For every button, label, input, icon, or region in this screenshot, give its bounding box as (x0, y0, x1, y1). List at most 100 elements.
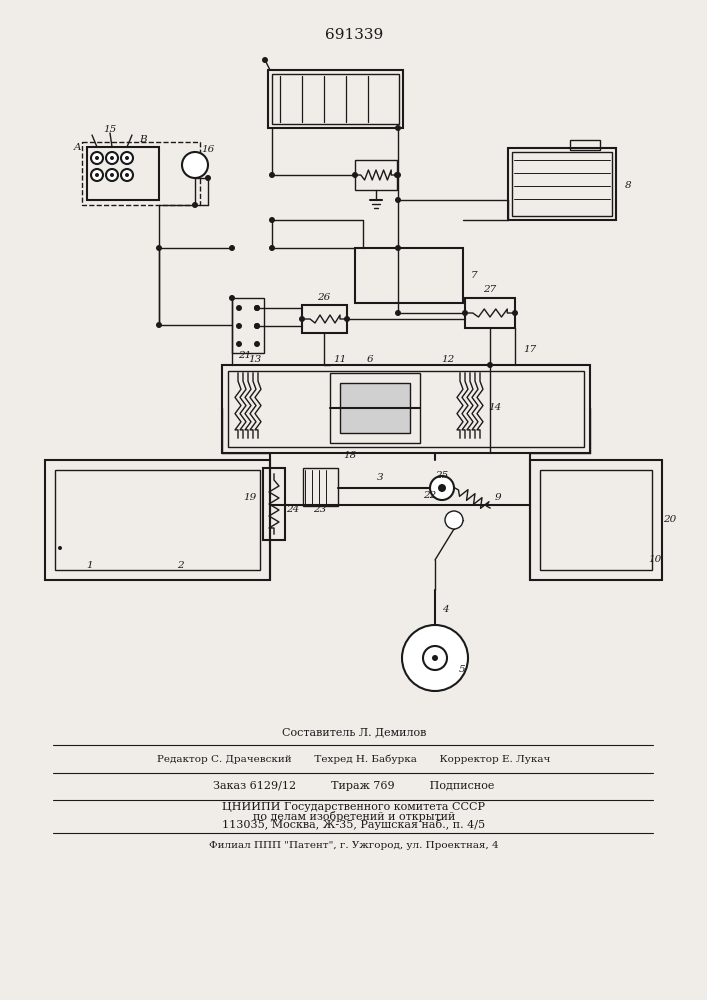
Text: B: B (139, 135, 147, 144)
Circle shape (156, 322, 162, 328)
Circle shape (299, 316, 305, 322)
Circle shape (432, 655, 438, 661)
Text: 20: 20 (663, 516, 677, 524)
Text: 22: 22 (423, 490, 437, 499)
Circle shape (423, 646, 447, 670)
Circle shape (269, 172, 275, 178)
Circle shape (106, 169, 118, 181)
Bar (222, 365, 590, 453)
Circle shape (58, 546, 62, 550)
Bar (570, 140, 600, 150)
Circle shape (229, 245, 235, 251)
Text: 23: 23 (313, 506, 327, 514)
Text: 27: 27 (484, 286, 496, 294)
Bar (82, 142, 200, 205)
Circle shape (91, 152, 103, 164)
Circle shape (254, 305, 260, 311)
Circle shape (395, 125, 401, 131)
Text: 10: 10 (648, 556, 662, 564)
Circle shape (106, 152, 118, 164)
Circle shape (95, 173, 99, 177)
Circle shape (402, 625, 468, 691)
Text: по делам изобретений и открытий: по делам изобретений и открытий (253, 812, 455, 822)
Circle shape (269, 217, 275, 223)
Circle shape (236, 341, 242, 347)
Text: 14: 14 (489, 403, 502, 412)
Text: 19: 19 (243, 493, 257, 502)
Circle shape (487, 362, 493, 368)
Text: A: A (74, 143, 82, 152)
Bar (228, 371, 584, 447)
Bar (272, 74, 399, 124)
Bar (465, 298, 515, 328)
Circle shape (445, 511, 463, 529)
Circle shape (254, 323, 260, 329)
Text: Филиал ППП "Патент", г. Ужгород, ул. Проектная, 4: Филиал ППП "Патент", г. Ужгород, ул. Про… (209, 840, 499, 850)
Text: 7: 7 (471, 270, 477, 279)
Text: 13: 13 (248, 356, 262, 364)
Circle shape (394, 172, 400, 178)
Text: 4: 4 (442, 605, 448, 614)
Circle shape (262, 57, 268, 63)
Text: 113035, Москва, Ж-35, Раушская наб., п. 4/5: 113035, Москва, Ж-35, Раушская наб., п. … (223, 820, 486, 830)
Circle shape (254, 341, 260, 347)
Circle shape (344, 316, 350, 322)
Text: 1: 1 (87, 560, 93, 570)
Circle shape (156, 245, 162, 251)
Text: Составитель Л. Демилов: Составитель Л. Демилов (282, 727, 426, 737)
Text: 24: 24 (286, 506, 300, 514)
Text: 9: 9 (495, 493, 501, 502)
Text: 18: 18 (344, 450, 356, 460)
Circle shape (462, 310, 468, 316)
Circle shape (512, 310, 518, 316)
Bar (303, 468, 338, 506)
Text: 5: 5 (459, 666, 465, 674)
Bar (302, 305, 347, 333)
Circle shape (192, 202, 198, 208)
Text: 26: 26 (317, 292, 331, 302)
Circle shape (352, 172, 358, 178)
Circle shape (395, 245, 401, 251)
Text: 8: 8 (625, 180, 631, 190)
Bar (268, 70, 403, 128)
Text: Редактор С. Драчевский       Техред Н. Бабурка       Корректор Е. Лукач: Редактор С. Драчевский Техред Н. Бабурка… (158, 754, 551, 764)
Circle shape (236, 305, 242, 311)
Circle shape (395, 310, 401, 316)
Bar (512, 152, 612, 216)
Text: 25: 25 (436, 471, 449, 480)
Bar (340, 383, 410, 433)
Bar (232, 298, 264, 353)
Circle shape (254, 323, 260, 329)
Text: 3: 3 (377, 474, 383, 483)
Circle shape (91, 169, 103, 181)
Circle shape (110, 156, 114, 160)
Text: ЦНИИПИ Государственного комитета СССР: ЦНИИПИ Государственного комитета СССР (223, 802, 486, 812)
Circle shape (205, 175, 211, 181)
Text: 11: 11 (334, 356, 346, 364)
Circle shape (395, 197, 401, 203)
Circle shape (121, 152, 133, 164)
Text: 21: 21 (238, 351, 252, 360)
Bar (508, 148, 616, 220)
Circle shape (254, 305, 260, 311)
Circle shape (125, 173, 129, 177)
Bar (355, 160, 397, 190)
Bar (355, 248, 463, 303)
Bar (263, 468, 285, 540)
Text: 12: 12 (441, 356, 455, 364)
Text: 15: 15 (103, 125, 117, 134)
Circle shape (125, 156, 129, 160)
Circle shape (121, 169, 133, 181)
Circle shape (438, 484, 446, 492)
Text: 2: 2 (177, 560, 183, 570)
Text: 16: 16 (201, 145, 215, 154)
Circle shape (182, 152, 208, 178)
Bar (540, 470, 652, 570)
Bar (330, 373, 420, 443)
Bar (530, 460, 662, 580)
Bar (87, 147, 159, 200)
Text: 17: 17 (523, 346, 537, 355)
Bar (45, 460, 270, 580)
Text: 6: 6 (367, 356, 373, 364)
Circle shape (430, 476, 454, 500)
